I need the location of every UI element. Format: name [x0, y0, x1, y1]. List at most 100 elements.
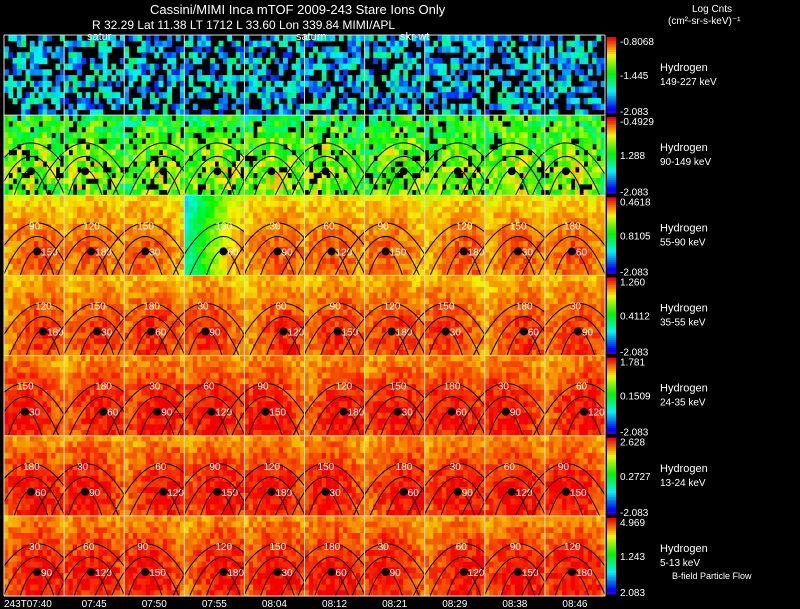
- heatmap-cell: [244, 160, 250, 168]
- heatmap-cell: [295, 160, 301, 168]
- heatmap-cell: [77, 63, 82, 70]
- heatmap-cell: [175, 223, 181, 231]
- heatmap-cell: [295, 69, 301, 76]
- heatmap-cell: [167, 120, 172, 128]
- heatmap-cell: [51, 292, 57, 299]
- heatmap-cell: [480, 172, 486, 179]
- heatmap-cell: [347, 98, 353, 105]
- heatmap-cell: [506, 57, 512, 65]
- heatmap-cell: [257, 80, 263, 88]
- heatmap-cell: [184, 206, 190, 213]
- heatmap-cell: [411, 206, 417, 213]
- heatmap-cell: [253, 160, 258, 168]
- heatmap-cell: [283, 178, 288, 185]
- heatmap-cell: [253, 235, 258, 242]
- heatmap-cell: [459, 149, 464, 156]
- heatmap-cell: [4, 332, 9, 339]
- heatmap-cell: [141, 75, 147, 82]
- heatmap-cell: [29, 344, 35, 351]
- heatmap-cell: [360, 264, 366, 271]
- heatmap-cell: [81, 241, 87, 248]
- heatmap-cell: [596, 63, 602, 70]
- heatmap-cell: [141, 143, 147, 151]
- heatmap-cell: [25, 132, 31, 139]
- heatmap-cell: [579, 166, 585, 173]
- heatmap-cell: [124, 138, 130, 145]
- heatmap-cell: [102, 235, 108, 242]
- heatmap-cell: [536, 103, 542, 110]
- heatmap-cell: [364, 258, 370, 265]
- heatmap-cell: [205, 166, 211, 173]
- heatmap-cell: [89, 35, 95, 42]
- heatmap-cell: [128, 132, 134, 139]
- heatmap-cell: [34, 98, 39, 105]
- heatmap-cell: [111, 258, 117, 265]
- heatmap-cell: [180, 63, 185, 70]
- heatmap-cell: [437, 69, 443, 76]
- heatmap-cell: [454, 149, 460, 156]
- heatmap-cell: [25, 338, 31, 345]
- heatmap-cell: [356, 264, 361, 271]
- heatmap-cell: [544, 155, 550, 162]
- heatmap-cell: [459, 126, 464, 133]
- heatmap-cell: [600, 155, 606, 162]
- heatmap-cell: [214, 246, 220, 254]
- heatmap-cell: [253, 195, 258, 202]
- heatmap-cell: [64, 229, 69, 236]
- heatmap-cell: [201, 269, 207, 276]
- heatmap-cell: [287, 235, 293, 242]
- heatmap-cell: [171, 166, 177, 173]
- heatmap-cell: [8, 286, 14, 294]
- heatmap-cell: [502, 269, 507, 276]
- heatmap-cell: [132, 178, 138, 185]
- heatmap-cell: [459, 143, 464, 151]
- heatmap-cell: [16, 40, 22, 47]
- heatmap-cell: [476, 264, 482, 271]
- heatmap-cell: [390, 46, 396, 53]
- heatmap-cell: [188, 75, 194, 82]
- heatmap-cell: [51, 258, 57, 265]
- heatmap-cell: [51, 172, 57, 179]
- heatmap-cell: [536, 241, 542, 248]
- heatmap-cell: [197, 206, 203, 213]
- heatmap-cell: [167, 52, 172, 59]
- heatmap-cell: [128, 80, 134, 88]
- heatmap-cell: [167, 258, 172, 265]
- heatmap-cell: [424, 57, 430, 65]
- heatmap-cell: [167, 57, 172, 65]
- heatmap-cell: [21, 52, 27, 59]
- heatmap-cell: [596, 241, 602, 248]
- heatmap-cell: [574, 206, 580, 213]
- heatmap-cell: [222, 86, 228, 93]
- heatmap-cell: [450, 246, 456, 254]
- heatmap-cell: [46, 281, 52, 288]
- heatmap-cell: [532, 269, 537, 276]
- heatmap-cell: [244, 46, 250, 53]
- heatmap-cell: [574, 126, 580, 133]
- heatmap-cell: [416, 63, 421, 70]
- heatmap-cell: [98, 172, 104, 179]
- heatmap-cell: [158, 46, 164, 53]
- heatmap-cell: [119, 155, 125, 162]
- heatmap-cell: [38, 40, 44, 47]
- heatmap-cell: [25, 206, 31, 213]
- heatmap-cell: [261, 143, 267, 151]
- heatmap-cell: [540, 80, 546, 88]
- heatmap-cell: [283, 86, 288, 93]
- heatmap-cell: [21, 160, 27, 168]
- heatmap-cell: [527, 212, 533, 219]
- contour-line: [0, 155, 66, 196]
- heatmap-cell: [317, 212, 323, 219]
- heatmap-cell: [398, 201, 404, 208]
- heatmap-cell: [489, 201, 494, 208]
- heatmap-cell: [308, 264, 314, 271]
- heatmap-cell: [137, 46, 142, 53]
- heatmap-cell: [441, 252, 447, 259]
- heatmap-cell: [29, 201, 35, 208]
- heatmap-cell: [248, 143, 254, 151]
- heatmap-cell: [21, 286, 27, 294]
- heatmap-cell: [471, 138, 477, 145]
- heatmap-cell: [154, 229, 160, 236]
- heatmap-cell: [98, 143, 104, 151]
- heatmap-cell: [261, 212, 267, 219]
